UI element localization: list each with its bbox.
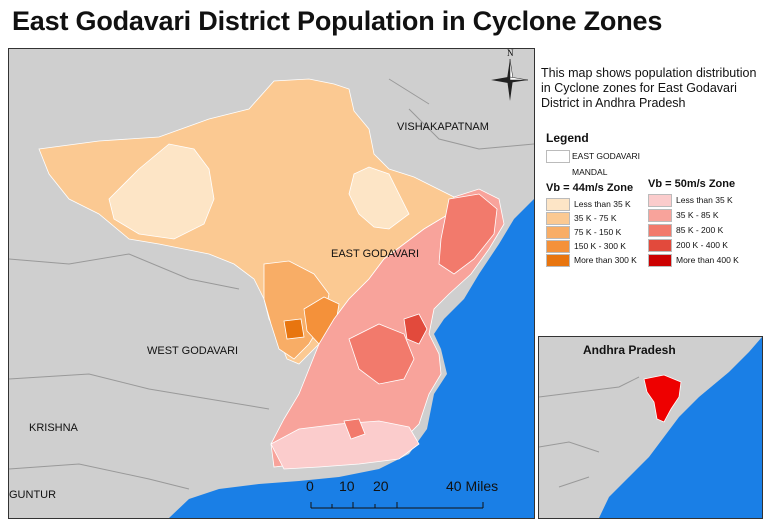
zone44-less35 [108, 143, 215, 240]
inset-map[interactable]: Andhra Pradesh [538, 336, 763, 519]
zone50-less35 [270, 420, 420, 470]
compass-icon [491, 58, 529, 101]
zone50-85-200 [438, 193, 498, 275]
main-map[interactable]: VISHAKAPATNAM EAST GODAVARI WEST GODAVAR… [8, 48, 535, 519]
inset-highlight-district [643, 374, 682, 423]
north-arrow-icon: N [488, 48, 532, 105]
page-title: East Godavari District Population in Cyc… [12, 6, 663, 36]
legend-zone50-label: More than 400 K [676, 255, 739, 265]
legend-zone44-title: Vb = 44m/s Zone [546, 182, 634, 194]
label-vishakapatnam: VISHAKAPATNAM [397, 121, 489, 133]
legend-label-district: EAST GODAVARI [572, 151, 641, 161]
sea [169, 199, 534, 518]
legend-zone44-swatch [546, 226, 570, 239]
legend-zone44-swatch [546, 198, 570, 211]
legend-title: Legend [546, 131, 589, 145]
legend-zone50-swatch [648, 209, 672, 222]
legend-zone44-label: 150 K - 300 K [574, 241, 626, 251]
legend-swatch-district [546, 150, 570, 163]
scale-tick-20: 20 [373, 478, 389, 494]
legend-zone50-label: 35 K - 85 K [676, 210, 719, 220]
scale-tick-10: 10 [339, 478, 355, 494]
legend-zone50-swatch [648, 254, 672, 267]
label-east-godavari: EAST GODAVARI [331, 248, 420, 260]
inset-title: Andhra Pradesh [583, 343, 676, 357]
zone50-85-200-b [348, 323, 415, 385]
legend-zone44-label: 35 K - 75 K [574, 213, 617, 223]
inset-canvas [539, 337, 762, 518]
map-canvas [9, 78, 534, 518]
zone50-200-400 [403, 313, 428, 345]
zone44-less35-b [348, 166, 410, 230]
legend-zone50-swatch [648, 194, 672, 207]
legend-zone44-swatch [546, 212, 570, 225]
legend-zone44-label: More than 300 K [574, 255, 637, 265]
legend-zone44-label: 75 K - 150 K [574, 227, 622, 237]
legend-zone50-swatch [648, 224, 672, 237]
legend-label-mandal: MANDAL [572, 167, 608, 177]
scale-bar-graphic [310, 502, 484, 509]
zone50-85-200-c [343, 418, 366, 440]
district-boundary [9, 78, 534, 490]
scale-tick-40: 40 Miles [446, 478, 499, 494]
north-label: N [507, 48, 514, 58]
map-description: This map shows population distribution i… [541, 66, 757, 110]
inset-sea [599, 337, 762, 518]
legend-zone50-label: 200 K - 400 K [676, 240, 728, 250]
scale-tick-0: 0 [306, 478, 314, 494]
inset-state-boundary [539, 376, 640, 488]
zone44-over300 [283, 318, 305, 340]
scale-bar: 0 10 20 40 Miles [303, 478, 503, 516]
label-guntur: GUNTUR [9, 489, 57, 501]
legend-zone50-label: 85 K - 200 K [676, 225, 724, 235]
legend-zone50-swatch [648, 239, 672, 252]
legend-zone44-label: Less than 35 K [574, 199, 631, 209]
legend-zone44-swatch [546, 254, 570, 267]
legend-zone44-swatch [546, 240, 570, 253]
label-krishna: KRISHNA [29, 422, 78, 434]
label-west-godavari: WEST GODAVARI [147, 345, 239, 357]
legend-zone50-label: Less than 35 K [676, 195, 733, 205]
legend-zone50-title: Vb = 50m/s Zone [648, 178, 736, 190]
